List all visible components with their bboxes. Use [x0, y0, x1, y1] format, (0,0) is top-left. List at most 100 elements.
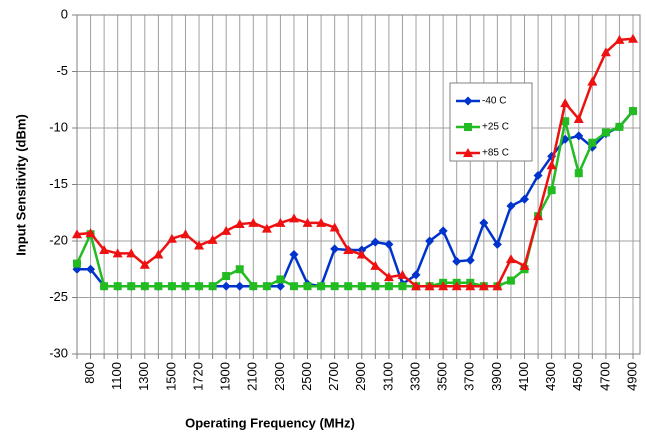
- marker: [370, 260, 381, 270]
- marker: [153, 249, 164, 259]
- marker: [587, 76, 598, 86]
- marker: [154, 282, 163, 291]
- x-tick-label: 4900: [624, 362, 639, 391]
- marker: [303, 282, 312, 291]
- marker: [86, 264, 96, 274]
- marker: [248, 217, 259, 227]
- y-tick-label: -25: [49, 289, 68, 304]
- marker: [276, 275, 285, 284]
- marker: [180, 229, 191, 239]
- marker: [167, 282, 176, 291]
- marker: [72, 229, 82, 239]
- x-tick-label: 2500: [299, 362, 314, 391]
- legend-marker: [463, 96, 473, 106]
- marker: [451, 281, 462, 291]
- marker: [275, 281, 285, 291]
- marker: [275, 217, 286, 227]
- marker: [195, 282, 204, 291]
- marker: [383, 272, 394, 282]
- x-tick-label: 4700: [597, 362, 612, 391]
- x-tick-label: 2900: [353, 362, 368, 391]
- marker: [208, 282, 217, 291]
- marker: [249, 282, 258, 291]
- marker: [465, 255, 475, 265]
- legend-label: +25 C: [482, 122, 509, 133]
- marker: [330, 244, 340, 254]
- legend-marker: [464, 123, 472, 131]
- marker: [506, 201, 516, 211]
- marker: [302, 217, 313, 227]
- marker: [100, 282, 109, 291]
- marker: [601, 128, 610, 137]
- marker: [221, 281, 231, 291]
- x-tick-label: 1900: [218, 362, 233, 391]
- marker: [533, 170, 543, 180]
- marker: [235, 265, 244, 274]
- marker: [492, 239, 502, 249]
- marker: [397, 269, 408, 279]
- marker: [505, 254, 516, 264]
- marker: [140, 282, 149, 291]
- marker: [519, 260, 530, 270]
- marker: [139, 259, 150, 269]
- marker: [112, 248, 123, 258]
- marker: [330, 282, 339, 291]
- marker: [288, 213, 299, 223]
- marker: [424, 281, 435, 291]
- series-line: [75, 110, 634, 288]
- marker: [588, 138, 597, 147]
- x-tick-label: 3900: [489, 362, 504, 391]
- marker: [479, 218, 489, 228]
- marker: [356, 249, 367, 259]
- marker: [344, 282, 353, 291]
- legend-label: -40 C: [482, 96, 506, 107]
- marker: [235, 281, 245, 291]
- y-tick-label: -15: [49, 176, 68, 191]
- marker: [181, 282, 190, 291]
- marker: [452, 256, 462, 266]
- marker: [126, 248, 137, 258]
- marker: [398, 282, 407, 291]
- x-tick-label: 800: [82, 362, 97, 384]
- marker: [465, 281, 476, 291]
- marker: [411, 281, 422, 291]
- marker: [73, 259, 81, 268]
- marker: [438, 226, 448, 236]
- marker: [370, 237, 380, 247]
- marker: [85, 228, 96, 238]
- marker: [560, 98, 571, 108]
- marker: [222, 272, 231, 281]
- plot-border: [76, 14, 641, 355]
- y-tick-label: -20: [49, 232, 68, 247]
- marker: [262, 282, 271, 291]
- marker: [357, 282, 366, 291]
- x-tick-label: 4300: [543, 362, 558, 391]
- x-tick-label: 4500: [570, 362, 585, 391]
- marker: [166, 233, 177, 243]
- marker: [506, 276, 515, 285]
- marker: [127, 282, 136, 291]
- y-tick-label: -30: [49, 345, 68, 360]
- marker: [99, 245, 110, 255]
- marker: [234, 219, 245, 229]
- marker: [221, 225, 232, 235]
- marker: [547, 186, 556, 195]
- marker: [561, 117, 570, 126]
- marker: [492, 281, 503, 291]
- marker: [207, 234, 218, 244]
- x-tick-label: 2700: [326, 362, 341, 391]
- marker: [384, 282, 393, 291]
- marker: [628, 33, 638, 43]
- marker: [425, 236, 435, 246]
- marker: [316, 217, 327, 227]
- marker: [113, 282, 122, 291]
- marker: [614, 34, 625, 44]
- x-tick-label: 3300: [407, 362, 422, 391]
- marker: [261, 223, 272, 233]
- x-tick-label: 2100: [245, 362, 260, 391]
- x-tick-label: 3500: [435, 362, 450, 391]
- marker: [343, 245, 354, 255]
- marker: [600, 47, 611, 57]
- x-tick-label: 1100: [109, 362, 124, 390]
